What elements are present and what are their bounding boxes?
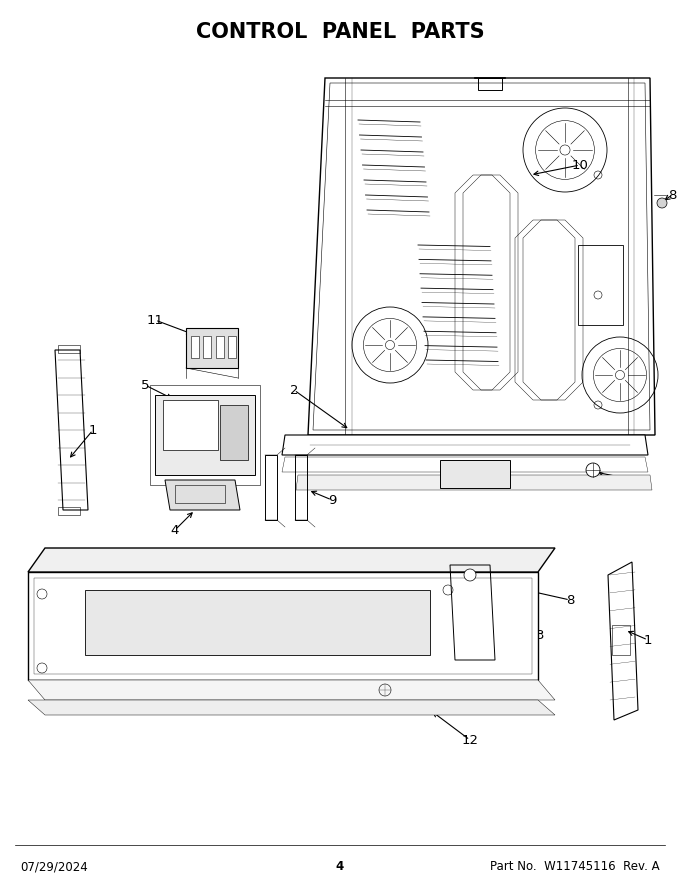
Text: Part No.  W11745116  Rev. A: Part No. W11745116 Rev. A	[490, 860, 660, 873]
Bar	[175, 485, 225, 503]
Polygon shape	[28, 700, 555, 715]
Text: 4: 4	[171, 524, 180, 537]
Bar	[163, 400, 218, 450]
Bar	[578, 245, 623, 325]
Text: 2: 2	[290, 384, 299, 397]
Polygon shape	[608, 562, 638, 720]
Polygon shape	[165, 480, 240, 510]
Circle shape	[657, 198, 667, 208]
Bar	[612, 625, 630, 655]
Text: 12: 12	[152, 673, 169, 686]
Bar	[155, 395, 255, 475]
Circle shape	[464, 569, 476, 581]
Bar	[58, 345, 80, 353]
Text: 8: 8	[566, 593, 574, 606]
Bar	[58, 507, 80, 515]
Bar	[440, 460, 510, 488]
Text: 8: 8	[668, 188, 676, 202]
Bar	[186, 328, 238, 368]
Bar	[216, 336, 224, 358]
Polygon shape	[85, 590, 430, 655]
Text: 12: 12	[462, 734, 479, 746]
Text: 6: 6	[446, 703, 454, 716]
Polygon shape	[28, 680, 555, 700]
Circle shape	[560, 145, 570, 155]
Polygon shape	[282, 435, 648, 455]
Polygon shape	[28, 548, 555, 572]
Polygon shape	[28, 572, 538, 680]
Circle shape	[386, 341, 394, 349]
Text: 8: 8	[631, 473, 639, 487]
Bar	[478, 78, 502, 90]
Text: 4: 4	[336, 860, 344, 873]
Text: 1: 1	[89, 423, 97, 436]
Circle shape	[615, 370, 624, 379]
Text: CONTROL  PANEL  PARTS: CONTROL PANEL PARTS	[196, 22, 484, 42]
Text: 9: 9	[328, 494, 336, 507]
Text: 11: 11	[146, 313, 163, 326]
Text: 10: 10	[572, 158, 588, 172]
Text: 7: 7	[386, 461, 394, 474]
Bar	[203, 336, 211, 358]
Polygon shape	[55, 350, 88, 510]
Polygon shape	[282, 457, 648, 472]
Bar	[220, 405, 248, 460]
Text: 1: 1	[644, 634, 652, 647]
Text: 07/29/2024: 07/29/2024	[20, 860, 88, 873]
Polygon shape	[308, 78, 655, 435]
Bar	[191, 336, 199, 358]
Bar	[228, 336, 236, 358]
Text: 5: 5	[141, 378, 149, 392]
Circle shape	[586, 463, 600, 477]
Polygon shape	[296, 475, 652, 490]
Text: 3: 3	[536, 628, 544, 642]
